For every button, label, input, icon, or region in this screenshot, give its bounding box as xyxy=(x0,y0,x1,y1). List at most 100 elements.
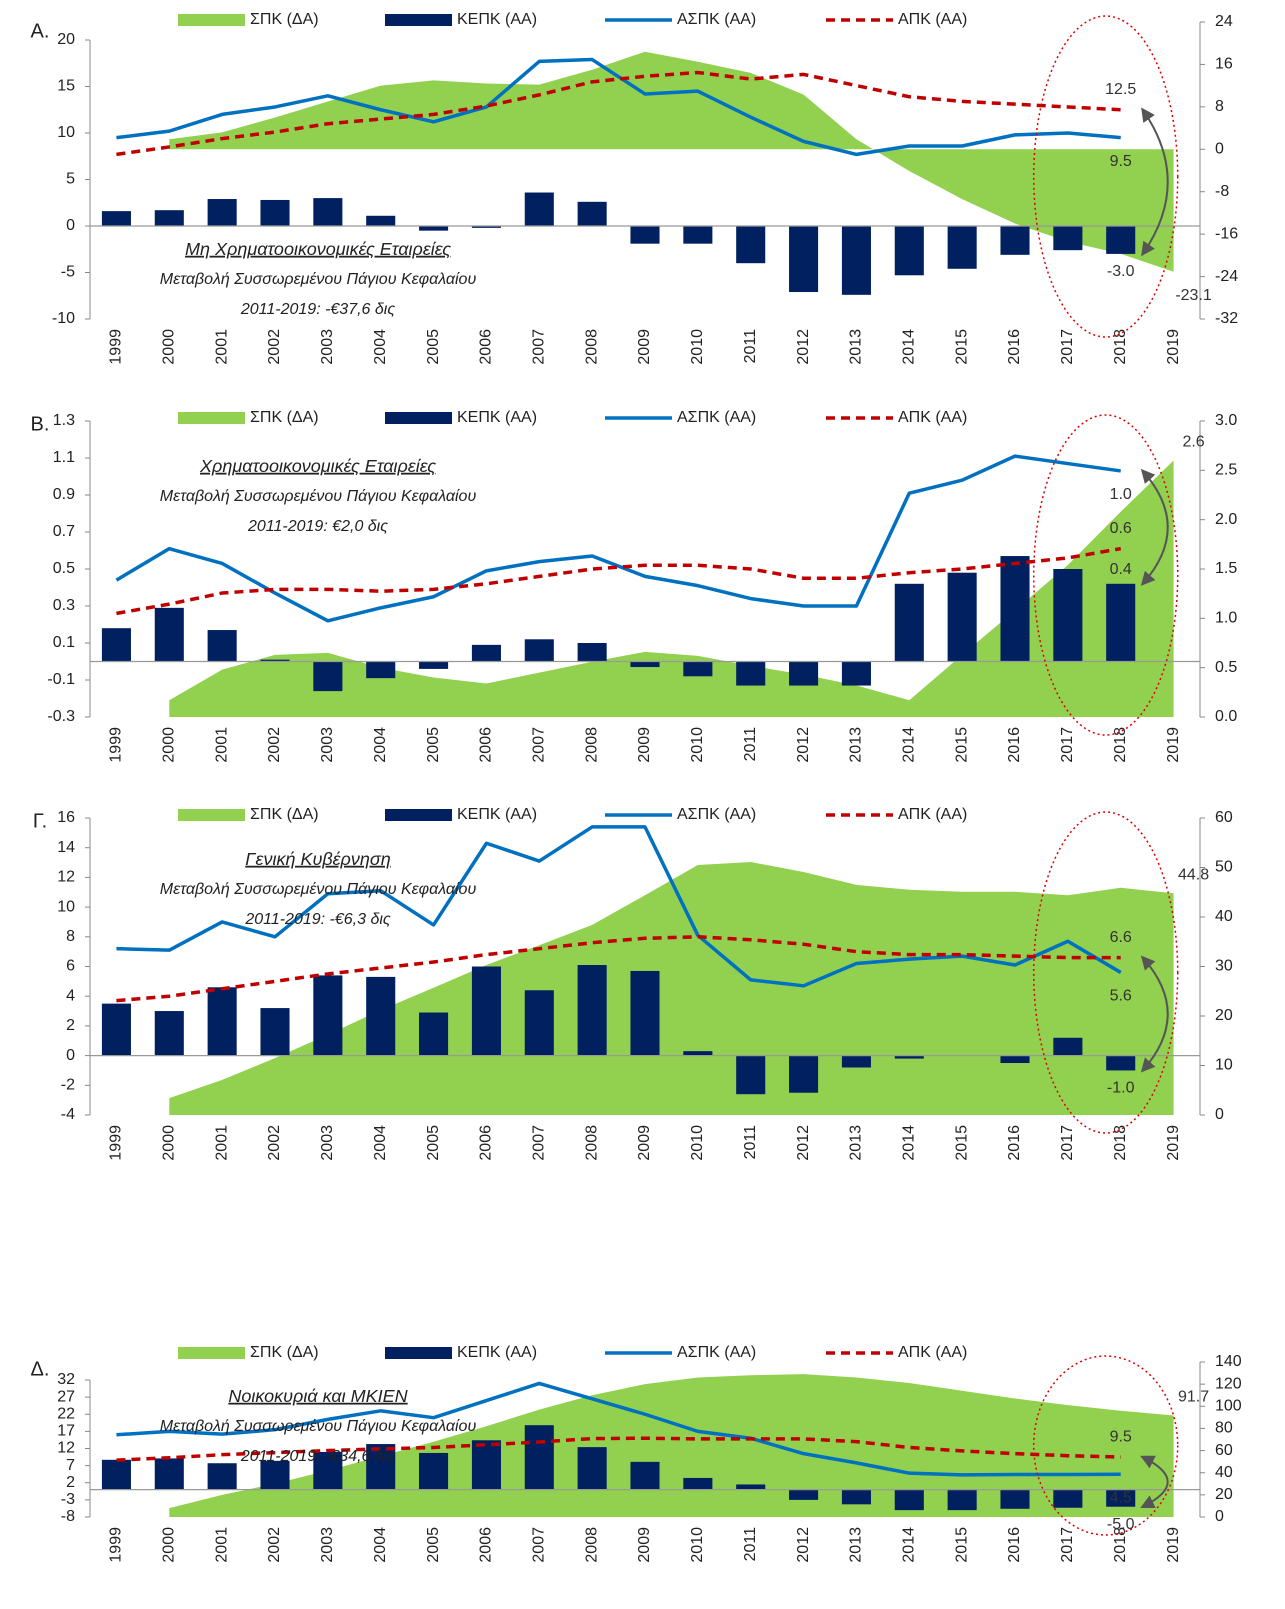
bar xyxy=(947,226,977,269)
y2-tick-label: 60 xyxy=(1215,809,1233,826)
y-tick-label: 0 xyxy=(66,1047,75,1064)
y2-tick-label: 2.0 xyxy=(1215,511,1237,528)
x-tick-label: 2006 xyxy=(478,329,495,365)
bar xyxy=(736,1055,766,1095)
value-label: 44.8 xyxy=(1178,866,1209,883)
x-tick-label: 2017 xyxy=(1059,727,1076,763)
bar xyxy=(260,199,290,226)
y-tick-label: 1.1 xyxy=(53,449,75,466)
x-tick-label: 2009 xyxy=(636,329,653,365)
value-label: 0.6 xyxy=(1110,520,1132,537)
panel-title: Νοικοκυριά και ΜΚΙΕΝ xyxy=(228,1386,408,1406)
x-tick-label: 2014 xyxy=(901,727,918,763)
y-tick-label: 5 xyxy=(66,171,75,188)
bar xyxy=(894,1489,924,1511)
bar xyxy=(1000,1489,1030,1509)
y2-tick-label: 20 xyxy=(1215,1486,1233,1503)
y-tick-label: 10 xyxy=(57,124,75,141)
panel-label: Γ. xyxy=(33,810,47,832)
y-tick-label: 0 xyxy=(66,217,75,234)
y2-tick-label: 40 xyxy=(1215,1464,1233,1481)
bar xyxy=(683,226,713,244)
bar xyxy=(630,226,660,244)
y2-tick-label: -32 xyxy=(1215,310,1238,327)
bar xyxy=(841,661,871,686)
x-tick-label: 2012 xyxy=(795,329,812,365)
y2-tick-label: 0 xyxy=(1215,1106,1224,1123)
panel-note: Μεταβολή Συσσωρεμένου Πάγιου Κεφαλαίου xyxy=(160,488,477,505)
bar xyxy=(419,1012,449,1056)
x-tick-label: 2016 xyxy=(1006,727,1023,763)
y2-tick-label: 100 xyxy=(1215,1398,1242,1415)
y2-tick-label: 0 xyxy=(1215,1508,1224,1525)
x-tick-label: 2014 xyxy=(901,1527,918,1563)
x-tick-label: 2015 xyxy=(953,1527,970,1563)
x-tick-label: 2003 xyxy=(319,727,336,763)
bar xyxy=(1053,1489,1083,1508)
x-tick-label: 2000 xyxy=(161,329,178,365)
bar xyxy=(577,201,607,226)
y2-tick-label: 0 xyxy=(1215,141,1224,158)
bar xyxy=(524,639,554,662)
x-tick-label: 2009 xyxy=(636,727,653,763)
x-tick-label: 2010 xyxy=(689,727,706,763)
x-tick-label: 2019 xyxy=(1165,329,1182,365)
y-tick-label: 2 xyxy=(66,1474,75,1491)
y-tick-label: 8 xyxy=(66,928,75,945)
x-tick-label: 2003 xyxy=(319,329,336,365)
x-tick-label: 2009 xyxy=(636,1125,653,1161)
bar xyxy=(577,643,607,662)
y2-tick-label: 3.0 xyxy=(1215,412,1237,429)
area xyxy=(169,51,1174,272)
y2-tick-label: 140 xyxy=(1215,1353,1242,1370)
x-tick-label: 2018 xyxy=(1112,1125,1129,1161)
y-tick-label: -8 xyxy=(61,1508,75,1525)
x-tick-label: 2016 xyxy=(1006,1125,1023,1161)
y-tick-label: 17 xyxy=(57,1423,75,1440)
value-label: 91.7 xyxy=(1178,1389,1209,1406)
y2-tick-label: 0.0 xyxy=(1215,708,1237,725)
y-tick-label: 1.3 xyxy=(53,412,75,429)
legend-swatch xyxy=(385,412,452,424)
y2-tick-label: 10 xyxy=(1215,1057,1233,1074)
x-tick-label: 2001 xyxy=(213,1125,230,1161)
y-tick-label: -4 xyxy=(61,1106,75,1123)
arrow xyxy=(1140,955,1169,1073)
x-tick-label: 2003 xyxy=(319,1125,336,1161)
arrow xyxy=(1140,468,1169,586)
x-tick-label: 2002 xyxy=(266,329,283,365)
legend-label: ΚΕΠΚ (ΑΑ) xyxy=(457,806,537,823)
panel-title: Χρηματοοικονομικές Εταιρείες xyxy=(199,456,436,476)
highlight-ellipse xyxy=(1032,1355,1179,1536)
bar xyxy=(1000,556,1030,662)
bar xyxy=(1053,1037,1083,1056)
panel-title: Γενική Κυβέρνηση xyxy=(245,849,390,869)
x-tick-label: 2005 xyxy=(425,1125,442,1161)
x-tick-label: 2007 xyxy=(531,1125,548,1161)
x-tick-label: 2002 xyxy=(266,727,283,763)
x-tick-label: 2000 xyxy=(161,727,178,763)
legend-swatch xyxy=(178,1347,245,1359)
x-tick-label: 1999 xyxy=(108,329,125,365)
x-tick-label: 2001 xyxy=(213,329,230,365)
bar xyxy=(419,661,449,669)
y2-tick-label: 30 xyxy=(1215,958,1233,975)
x-tick-label: 2017 xyxy=(1059,329,1076,365)
bar xyxy=(630,1461,660,1490)
bar xyxy=(154,607,184,662)
value-label: 1.0 xyxy=(1110,486,1132,503)
bar xyxy=(366,1444,396,1490)
y-tick-label: -3 xyxy=(61,1491,75,1508)
bar xyxy=(894,226,924,276)
panel-note: Μεταβολή Συσσωρεμένου Πάγιου Κεφαλαίου xyxy=(160,881,477,898)
y2-tick-label: 2.5 xyxy=(1215,462,1237,479)
y-tick-label: 2 xyxy=(66,1017,75,1034)
highlight-ellipse xyxy=(1032,15,1179,338)
x-tick-label: 2002 xyxy=(266,1125,283,1161)
line xyxy=(116,1381,1121,1477)
legend-swatch xyxy=(385,1347,452,1359)
panel-note: 2011-2019: €2,0 δις xyxy=(247,518,388,535)
y-tick-label: 7 xyxy=(66,1457,75,1474)
y2-tick-label: -16 xyxy=(1215,225,1238,242)
y2-tick-label: 24 xyxy=(1215,13,1233,30)
